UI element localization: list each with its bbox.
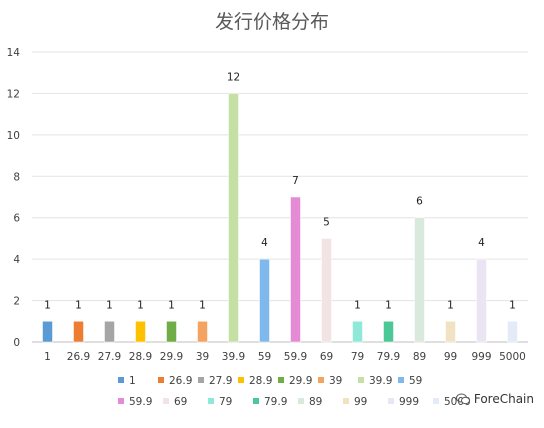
bar-27.9 (104, 321, 115, 343)
x-tick-label: 89 (413, 351, 426, 363)
data-label: 6 (416, 196, 423, 208)
y-tick-label: 14 (7, 47, 21, 59)
x-tick-label: 59 (258, 351, 271, 363)
legend-swatch (398, 377, 404, 383)
legend-entry: 79.9 (264, 396, 287, 408)
x-tick-label: 1 (44, 351, 51, 363)
x-tick-label: 26.9 (67, 351, 90, 363)
legend-entry: 29.9 (289, 375, 312, 387)
bar-59 (259, 258, 270, 343)
legend-entry: 39 (329, 375, 342, 387)
x-tick-label: 59.9 (284, 351, 307, 363)
data-label: 1 (509, 299, 516, 311)
bar-79.9 (383, 321, 394, 343)
legend-entry: 28.9 (249, 375, 272, 387)
data-label: 7 (292, 175, 299, 187)
legend-entry: 69 (174, 396, 187, 408)
y-tick-label: 10 (7, 130, 20, 142)
legend-entry: 1 (129, 375, 136, 387)
bar-39.9 (228, 93, 239, 343)
x-tick-label: 39.9 (222, 351, 245, 363)
legend-entry: 99 (354, 396, 367, 408)
x-tick-label: 999 (471, 351, 491, 363)
chart-title: 发行价格分布 (215, 11, 329, 33)
bars (42, 93, 518, 343)
y-tick-label: 8 (13, 171, 20, 183)
legend-entry: 59 (409, 375, 422, 387)
legend-entry: 89 (309, 396, 322, 408)
bar-79 (352, 321, 363, 343)
legend-swatch (163, 398, 169, 404)
gridlines (32, 51, 528, 343)
bar-39 (197, 321, 208, 343)
legend-entry: 79 (219, 396, 232, 408)
bar-5000 (507, 321, 518, 343)
bar-99 (445, 321, 456, 343)
bar-999 (476, 258, 487, 343)
legend-swatch (343, 398, 349, 404)
legend-swatch (278, 377, 284, 383)
legend-swatch (118, 377, 124, 383)
legend-swatch (238, 377, 244, 383)
x-tick-label: 29.9 (160, 351, 183, 363)
y-axis: 0 2 4 6 8 10 12 14 (7, 47, 21, 349)
x-tick-label: 5000 (499, 351, 526, 363)
data-label: 1 (168, 299, 175, 311)
legend-swatch (318, 377, 324, 383)
bar-89 (414, 217, 425, 343)
bar-29.9 (166, 321, 177, 343)
legend-swatch (118, 398, 124, 404)
data-label: 1 (137, 299, 144, 311)
legend-swatch (253, 398, 259, 404)
legend-swatch (358, 377, 364, 383)
x-tick-label: 99 (444, 351, 457, 363)
x-axis: 1 26.9 27.9 28.9 29.9 39 39.9 59 59.9 69 79 79.9 89 9… (44, 351, 526, 363)
legend-swatch (208, 398, 214, 404)
legend-swatch (198, 377, 204, 383)
x-tick-label: 79 (351, 351, 364, 363)
data-label: 1 (199, 299, 206, 311)
x-tick-label: 79.9 (377, 351, 400, 363)
legend-entry: 39.9 (369, 375, 392, 387)
y-tick-label: 12 (7, 88, 20, 100)
bar-28.9 (135, 321, 146, 343)
y-tick-label: 2 (13, 296, 20, 308)
bar-1 (42, 321, 53, 343)
data-label: 4 (261, 237, 268, 249)
wechat-icon (455, 393, 470, 405)
x-tick-label: 69 (320, 351, 333, 363)
data-label: 1 (447, 299, 454, 311)
legend-entry: 999 (399, 396, 419, 408)
y-tick-label: 0 (13, 337, 20, 349)
y-tick-label: 6 (13, 213, 20, 225)
x-tick-label: 27.9 (98, 351, 121, 363)
watermark: ForeChain (455, 392, 534, 406)
watermark-text: ForeChain (473, 392, 534, 406)
legend-entry: 27.9 (209, 375, 232, 387)
bar-26.9 (73, 321, 84, 343)
data-label: 1 (354, 299, 361, 311)
legend-entry: 59.9 (129, 396, 152, 408)
bar-69 (321, 238, 332, 343)
data-label: 5 (323, 216, 330, 228)
data-label: 4 (478, 237, 485, 249)
y-tick-label: 4 (13, 254, 20, 266)
data-label: 1 (106, 299, 113, 311)
data-label: 1 (75, 299, 82, 311)
legend: 1 26.9 27.9 28.9 29.9 39 39.9 59 59.9 69 79 79.9 89 9… (118, 375, 471, 408)
legend-entry: 26.9 (169, 375, 192, 387)
x-tick-label: 28.9 (129, 351, 152, 363)
data-label: 1 (385, 299, 392, 311)
legend-swatch (158, 377, 164, 383)
legend-swatch (433, 398, 439, 404)
data-label: 1 (44, 299, 51, 311)
data-label: 12 (227, 71, 240, 83)
bar-59.9 (290, 196, 301, 343)
legend-swatch (298, 398, 304, 404)
legend-swatch (388, 398, 394, 404)
x-tick-label: 39 (196, 351, 209, 363)
